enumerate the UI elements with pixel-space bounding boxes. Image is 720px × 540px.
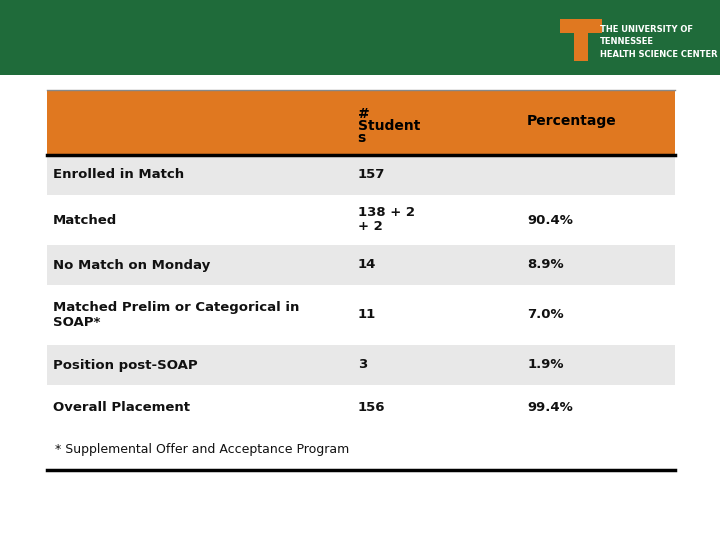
Bar: [47, 345, 675, 385]
Bar: [47, 155, 675, 195]
Text: * Supplemental Offer and Acceptance Program: * Supplemental Offer and Acceptance Prog…: [55, 443, 349, 456]
Bar: [47, 285, 675, 345]
Text: 138 + 2: 138 + 2: [358, 206, 415, 219]
Text: + 2: + 2: [358, 220, 382, 233]
Text: s: s: [358, 132, 366, 145]
Text: 11: 11: [358, 308, 376, 321]
Text: Position post-SOAP: Position post-SOAP: [53, 359, 197, 372]
Text: Enrolled in Match: Enrolled in Match: [53, 168, 184, 181]
Bar: [0, 75, 720, 540]
Text: 8.9%: 8.9%: [527, 259, 564, 272]
Bar: [47, 195, 675, 245]
Text: 1.9%: 1.9%: [527, 359, 564, 372]
Text: SOAP*: SOAP*: [53, 315, 100, 328]
Text: 156: 156: [358, 401, 385, 414]
Text: #: #: [358, 107, 369, 122]
Text: 7.0%: 7.0%: [527, 308, 564, 321]
Text: 14: 14: [358, 259, 376, 272]
Text: 3: 3: [358, 359, 366, 372]
Text: 99.4%: 99.4%: [527, 401, 573, 414]
Bar: [560, 19, 602, 33]
Text: Matched Prelim or Categorical in: Matched Prelim or Categorical in: [53, 301, 300, 314]
Text: 157: 157: [358, 168, 385, 181]
Text: THE UNIVERSITY OF
TENNESSEE
HEALTH SCIENCE CENTER: THE UNIVERSITY OF TENNESSEE HEALTH SCIEN…: [600, 25, 718, 59]
Bar: [47, 385, 675, 430]
Bar: [574, 19, 588, 61]
Bar: [560, 33, 574, 61]
Text: Student: Student: [358, 119, 420, 133]
Bar: [47, 245, 675, 285]
Text: No Match on Monday: No Match on Monday: [53, 259, 210, 272]
Text: Percentage: Percentage: [527, 113, 617, 127]
Bar: [0, 0, 720, 75]
Bar: [47, 90, 675, 155]
Text: 90.4%: 90.4%: [527, 213, 573, 226]
Text: Overall Placement: Overall Placement: [53, 401, 190, 414]
Text: Matched: Matched: [53, 213, 117, 226]
